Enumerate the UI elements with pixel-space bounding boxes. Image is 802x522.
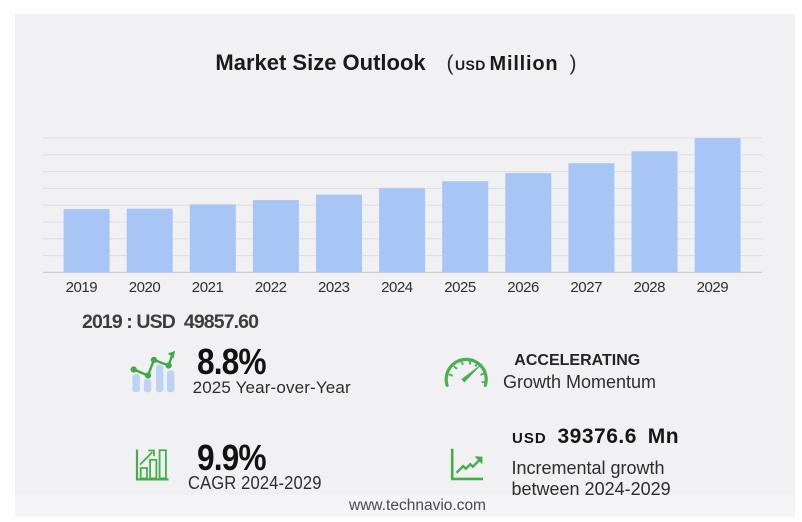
svg-text:2024: 2024 <box>381 279 413 296</box>
svg-text:2019: 2019 <box>66 279 98 296</box>
svg-text:2021: 2021 <box>192 279 224 296</box>
svg-text:2025: 2025 <box>444 279 476 296</box>
svg-text:2029: 2029 <box>697 279 729 296</box>
svg-text:2023: 2023 <box>318 279 350 296</box>
svg-text:2020: 2020 <box>129 279 161 296</box>
svg-text:2027: 2027 <box>570 279 602 296</box>
svg-text:2028: 2028 <box>634 279 666 296</box>
svg-text:2022: 2022 <box>255 279 287 296</box>
svg-text:2026: 2026 <box>507 279 539 296</box>
